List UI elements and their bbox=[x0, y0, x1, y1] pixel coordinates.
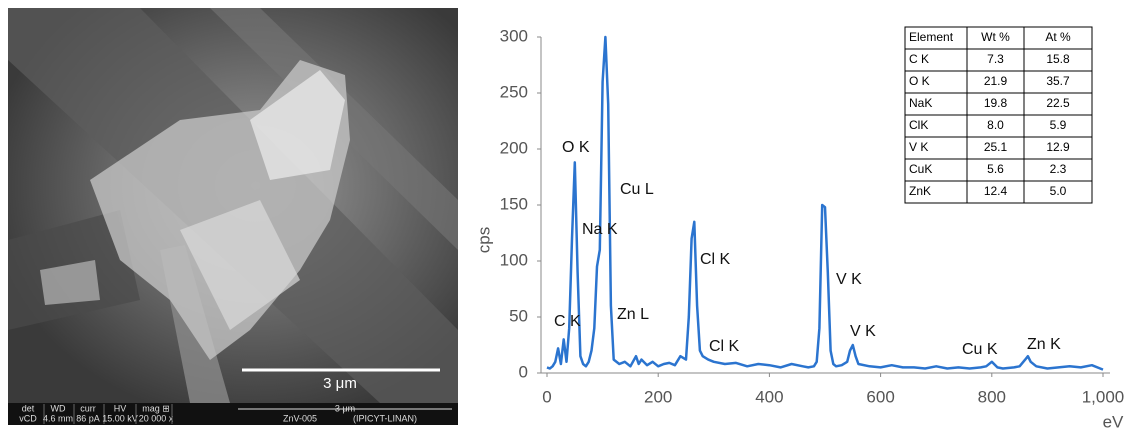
table-cell: 12.9 bbox=[1046, 140, 1070, 154]
table-cell: 22.5 bbox=[1046, 96, 1070, 110]
table-cell: At % bbox=[1045, 30, 1071, 44]
table-cell: V K bbox=[909, 140, 928, 154]
table-cell: C K bbox=[909, 52, 929, 66]
peak-label: C K bbox=[554, 313, 581, 330]
info-value: 86 pA bbox=[76, 413, 100, 423]
x-axis-label: eV bbox=[1103, 412, 1124, 431]
x-tick-label: 200 bbox=[644, 387, 672, 406]
y-tick-label: 50 bbox=[509, 306, 528, 325]
table-cell: 15.8 bbox=[1046, 52, 1070, 66]
peak-label: Cl K bbox=[700, 251, 731, 268]
table-cell: CuK bbox=[909, 162, 932, 176]
x-tick-label: 0 bbox=[542, 387, 551, 406]
table-cell: 5.6 bbox=[987, 162, 1004, 176]
info-scale: 3 μm bbox=[335, 403, 355, 413]
peak-label: O K bbox=[562, 139, 590, 156]
peak-label: Cu L bbox=[620, 181, 654, 198]
info-value: 15.00 kV bbox=[102, 413, 138, 423]
x-tick-label: 800 bbox=[978, 387, 1006, 406]
y-tick-label: 150 bbox=[500, 194, 528, 213]
info-sample: ZnV-005 bbox=[283, 413, 317, 423]
x-tick-label: 600 bbox=[866, 387, 894, 406]
table-cell: Wt % bbox=[981, 30, 1010, 44]
peak-label: Zn L bbox=[617, 306, 649, 323]
table-cell: 19.8 bbox=[984, 96, 1008, 110]
info-lab: (IPICYT-LINAN) bbox=[353, 413, 417, 423]
table-cell: 5.9 bbox=[1050, 118, 1067, 132]
info-header: HV bbox=[114, 403, 127, 413]
table-cell: 21.9 bbox=[984, 74, 1008, 88]
y-axis-label: cps bbox=[474, 227, 493, 253]
table-cell: 5.0 bbox=[1050, 184, 1067, 198]
sem-crystal bbox=[180, 200, 300, 330]
peak-label: Na K bbox=[582, 221, 618, 238]
table-cell: 12.4 bbox=[984, 184, 1008, 198]
table-cell: 25.1 bbox=[984, 140, 1008, 154]
info-header: det bbox=[22, 403, 35, 413]
sem-scale-label: 3 μm bbox=[323, 375, 357, 392]
y-tick-label: 250 bbox=[500, 82, 528, 101]
peak-label: V K bbox=[850, 323, 876, 340]
sem-crystal bbox=[250, 70, 345, 180]
y-tick-label: 0 bbox=[519, 362, 528, 381]
table-cell: 8.0 bbox=[987, 118, 1004, 132]
table-cell: ClK bbox=[909, 118, 928, 132]
table-cell: 35.7 bbox=[1046, 74, 1070, 88]
y-tick-label: 200 bbox=[500, 138, 528, 157]
sem-particle bbox=[40, 260, 100, 305]
info-value: 4.6 mm bbox=[43, 413, 73, 423]
table-cell: 7.3 bbox=[987, 52, 1004, 66]
table-cell: Element bbox=[909, 30, 954, 44]
y-tick-label: 100 bbox=[500, 250, 528, 269]
table-cell: O K bbox=[909, 74, 930, 88]
table-cell: 2.3 bbox=[1050, 162, 1067, 176]
info-header: curr bbox=[80, 403, 96, 413]
peak-label: Zn K bbox=[1027, 336, 1061, 353]
info-value: 20 000 x bbox=[139, 413, 174, 423]
peak-label: Cl K bbox=[709, 338, 740, 355]
x-tick-label: 1,000 bbox=[1082, 387, 1125, 406]
info-header: WD bbox=[51, 403, 66, 413]
y-tick-label: 300 bbox=[500, 26, 528, 45]
info-value: vCD bbox=[19, 413, 37, 423]
peak-label: V K bbox=[836, 271, 862, 288]
chart: cps eV 0 50 100 150 200 250 300 0 200 400 600 800 1,… bbox=[474, 26, 1124, 431]
table-cell: ZnK bbox=[909, 184, 931, 198]
spectrum-line bbox=[546, 35, 1104, 371]
peak-label: Cu K bbox=[962, 341, 998, 358]
table-cell: NaK bbox=[909, 96, 932, 110]
x-tick-label: 400 bbox=[755, 387, 783, 406]
info-header: mag ⊞ bbox=[142, 403, 170, 413]
